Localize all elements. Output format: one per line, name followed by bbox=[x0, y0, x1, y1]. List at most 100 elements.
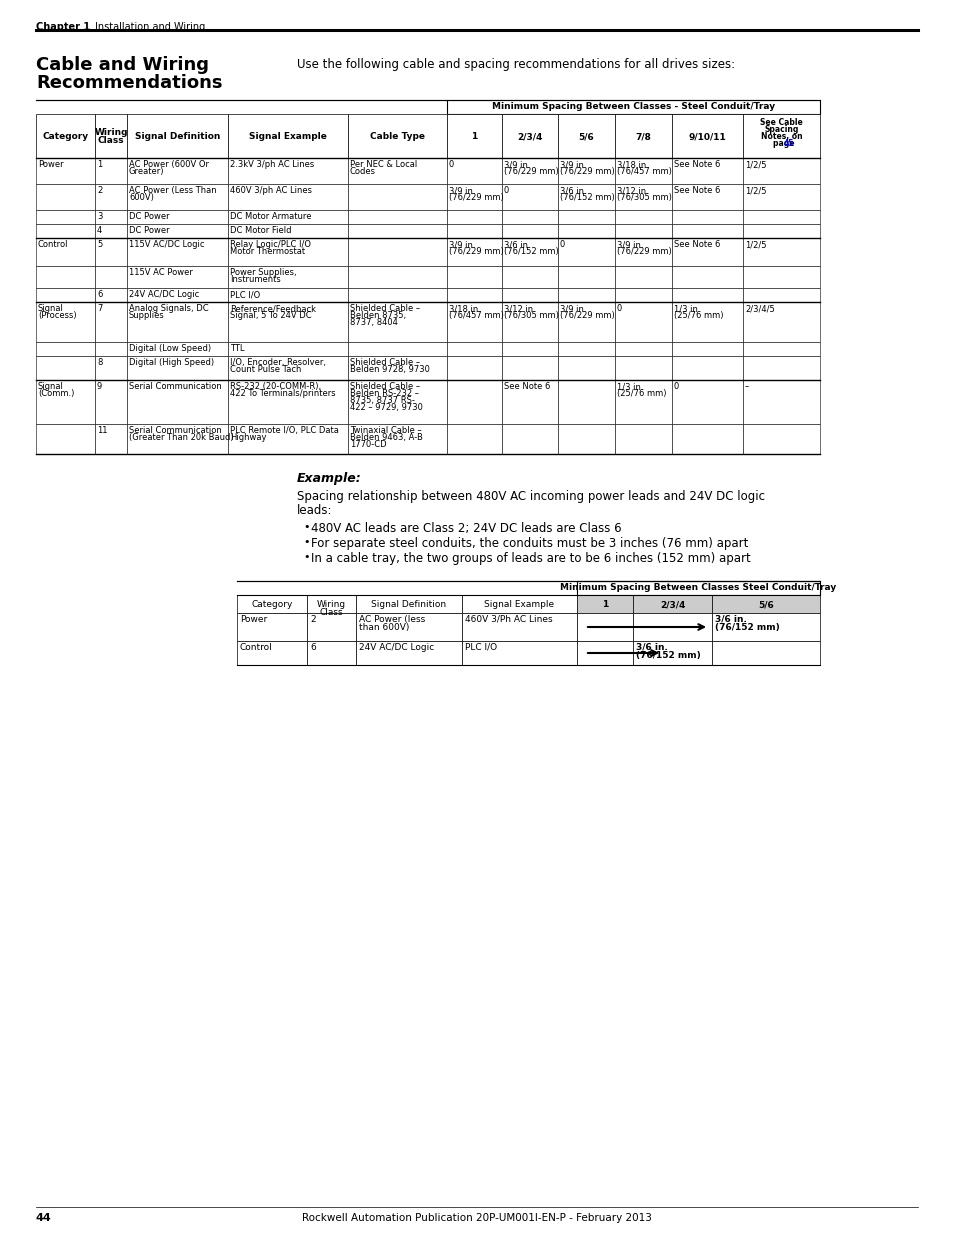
Text: Spacing: Spacing bbox=[763, 125, 798, 135]
Bar bbox=[127, 158, 228, 184]
Text: (76/229 mm): (76/229 mm) bbox=[449, 247, 503, 256]
Text: 11: 11 bbox=[97, 426, 108, 435]
Text: Belden 9463, A-B: Belden 9463, A-B bbox=[350, 433, 422, 442]
Text: 8735, 8737 RS-: 8735, 8737 RS- bbox=[350, 396, 415, 405]
Text: AC Power (600V Or: AC Power (600V Or bbox=[129, 161, 209, 169]
Bar bbox=[36, 356, 95, 380]
Text: page: page bbox=[773, 140, 797, 148]
Text: •: • bbox=[303, 537, 309, 547]
Text: (76/305 mm): (76/305 mm) bbox=[503, 311, 558, 320]
Bar bbox=[671, 114, 742, 158]
Bar bbox=[501, 224, 558, 238]
Bar bbox=[615, 224, 671, 238]
Text: 44: 44 bbox=[36, 1213, 51, 1223]
Bar bbox=[742, 424, 820, 454]
Bar bbox=[577, 580, 820, 595]
Bar bbox=[671, 266, 742, 288]
Text: 24V AC/DC Logic: 24V AC/DC Logic bbox=[358, 643, 434, 652]
Bar bbox=[558, 266, 615, 288]
Text: TTL: TTL bbox=[230, 345, 244, 353]
Text: (76/457 mm): (76/457 mm) bbox=[449, 311, 503, 320]
Text: 6: 6 bbox=[310, 643, 315, 652]
Bar bbox=[95, 210, 127, 224]
Bar bbox=[501, 184, 558, 210]
Text: Shielded Cable –: Shielded Cable – bbox=[350, 358, 419, 367]
Text: 1770-CD: 1770-CD bbox=[350, 440, 386, 450]
Text: Chapter 1: Chapter 1 bbox=[36, 22, 90, 32]
Bar bbox=[355, 641, 461, 664]
Bar bbox=[95, 114, 127, 158]
Bar bbox=[742, 266, 820, 288]
Bar bbox=[127, 356, 228, 380]
Bar bbox=[228, 210, 348, 224]
Bar bbox=[558, 342, 615, 356]
Text: 2.3kV 3/ph AC Lines: 2.3kV 3/ph AC Lines bbox=[230, 161, 314, 169]
Bar bbox=[742, 224, 820, 238]
Bar bbox=[348, 303, 447, 342]
Bar bbox=[447, 210, 501, 224]
Bar bbox=[615, 356, 671, 380]
Bar bbox=[127, 210, 228, 224]
Text: Cable and Wiring: Cable and Wiring bbox=[36, 56, 209, 74]
Text: DC Motor Armature: DC Motor Armature bbox=[230, 212, 312, 221]
Text: PLC I/O: PLC I/O bbox=[464, 643, 497, 652]
Text: Count Pulse Tach: Count Pulse Tach bbox=[230, 366, 301, 374]
Bar bbox=[447, 224, 501, 238]
Bar bbox=[95, 184, 127, 210]
Bar bbox=[95, 224, 127, 238]
Bar bbox=[742, 184, 820, 210]
Bar bbox=[742, 210, 820, 224]
Text: leads:: leads: bbox=[296, 504, 333, 517]
Text: Cable Type: Cable Type bbox=[370, 132, 424, 141]
Bar bbox=[742, 158, 820, 184]
Bar bbox=[127, 342, 228, 356]
Text: (76/305 mm): (76/305 mm) bbox=[617, 193, 671, 203]
Text: 422 To Terminals/printers: 422 To Terminals/printers bbox=[230, 389, 335, 398]
Bar bbox=[348, 380, 447, 424]
Text: Signal Definition: Signal Definition bbox=[134, 132, 220, 141]
Text: (Process): (Process) bbox=[38, 311, 76, 320]
Text: Signal Example: Signal Example bbox=[484, 600, 554, 609]
Bar bbox=[95, 424, 127, 454]
Text: 3/9 in.: 3/9 in. bbox=[503, 161, 530, 169]
Bar bbox=[615, 342, 671, 356]
Text: Wiring: Wiring bbox=[316, 600, 346, 609]
Text: Serial Communication: Serial Communication bbox=[129, 382, 221, 391]
Text: Highway: Highway bbox=[230, 433, 266, 442]
Bar bbox=[348, 424, 447, 454]
Text: DC Power: DC Power bbox=[129, 212, 170, 221]
Bar bbox=[501, 238, 558, 266]
Bar bbox=[558, 238, 615, 266]
Text: See Note 6: See Note 6 bbox=[503, 382, 550, 391]
Bar bbox=[671, 380, 742, 424]
Bar bbox=[742, 303, 820, 342]
Text: (76/152 mm): (76/152 mm) bbox=[503, 247, 558, 256]
Bar bbox=[501, 424, 558, 454]
Bar bbox=[348, 238, 447, 266]
Text: 3/9 in.: 3/9 in. bbox=[617, 240, 643, 249]
Text: Power: Power bbox=[38, 161, 64, 169]
Bar bbox=[671, 356, 742, 380]
Text: 24V AC/DC Logic: 24V AC/DC Logic bbox=[129, 290, 199, 299]
Bar bbox=[671, 184, 742, 210]
Bar bbox=[36, 158, 95, 184]
Bar bbox=[577, 613, 633, 641]
Text: Signal, 5 To 24V DC: Signal, 5 To 24V DC bbox=[230, 311, 312, 320]
Bar bbox=[742, 380, 820, 424]
Bar bbox=[615, 303, 671, 342]
Text: For separate steel conduits, the conduits must be 3 inches (76 mm) apart: For separate steel conduits, the conduit… bbox=[311, 537, 747, 550]
Text: Class: Class bbox=[97, 136, 124, 144]
Text: Category: Category bbox=[251, 600, 293, 609]
Bar bbox=[742, 342, 820, 356]
Bar bbox=[501, 288, 558, 303]
Text: 1/2/5: 1/2/5 bbox=[744, 161, 765, 169]
Bar bbox=[501, 380, 558, 424]
Text: (76/457 mm): (76/457 mm) bbox=[617, 167, 671, 177]
Bar bbox=[447, 342, 501, 356]
Text: (76/229 mm): (76/229 mm) bbox=[449, 193, 503, 203]
Bar bbox=[36, 424, 95, 454]
Bar bbox=[355, 613, 461, 641]
Bar bbox=[95, 288, 127, 303]
Text: 2/3/4: 2/3/4 bbox=[517, 132, 542, 141]
Text: 3/6 in.: 3/6 in. bbox=[559, 186, 586, 195]
